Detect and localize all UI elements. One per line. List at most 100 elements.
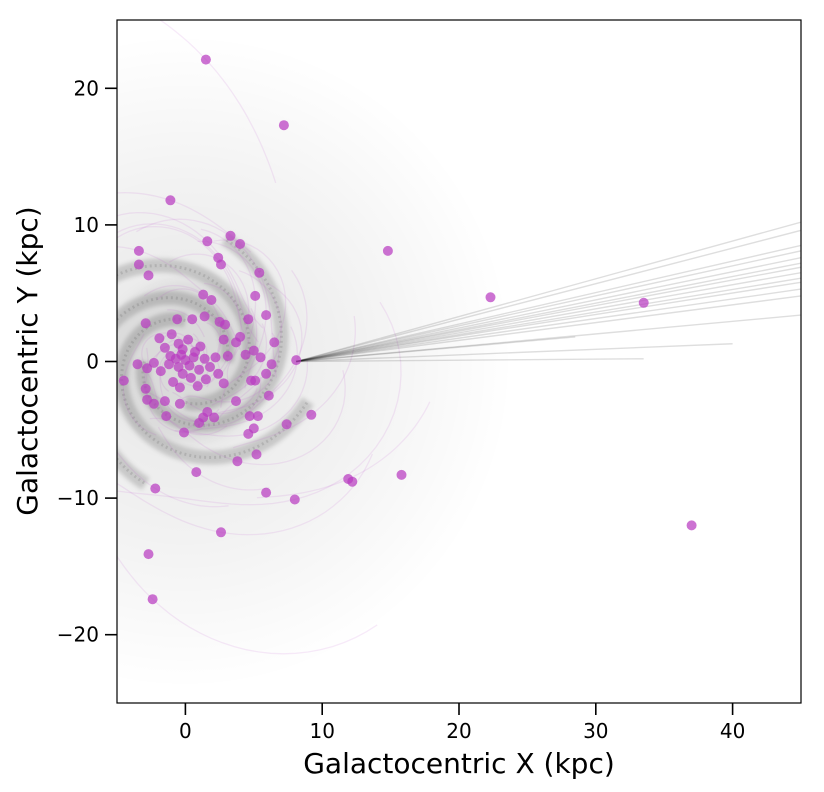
- sun-trail-line: [296, 244, 801, 363]
- x-tick-label: 40: [720, 719, 745, 743]
- data-point: [250, 375, 261, 386]
- data-point: [148, 398, 159, 409]
- y-tick-label: 10: [74, 213, 99, 237]
- y-tick-label: −10: [57, 486, 99, 510]
- sun-trail-line: [296, 314, 801, 363]
- data-point: [199, 311, 210, 322]
- data-point: [195, 341, 206, 352]
- data-point: [184, 360, 195, 371]
- data-point: [143, 270, 154, 281]
- data-point: [213, 368, 224, 379]
- data-point: [222, 351, 233, 361]
- data-point: [252, 411, 263, 422]
- sun-trail-line: [296, 295, 801, 363]
- data-point: [266, 359, 277, 370]
- y-tick-label: 0: [86, 350, 99, 374]
- data-point: [194, 418, 205, 428]
- data-point: [209, 412, 220, 423]
- sun-trail-line: [296, 221, 801, 363]
- data-point: [347, 476, 358, 487]
- sun-trail-line: [296, 256, 801, 363]
- data-point: [199, 353, 210, 364]
- data-point: [244, 411, 255, 422]
- data-point: [198, 289, 209, 300]
- data-point: [192, 381, 203, 392]
- data-point: [251, 449, 262, 460]
- y-axis-label: Galactocentric Y (kpc): [11, 206, 44, 515]
- data-point: [154, 333, 165, 344]
- sun-trail-line: [296, 229, 801, 363]
- data-point: [194, 364, 205, 375]
- data-point: [255, 352, 266, 363]
- galaxy-spiral-arm: [136, 233, 289, 433]
- data-point: [254, 267, 265, 278]
- data-point: [132, 359, 143, 370]
- data-point: [147, 594, 158, 605]
- data-point: [220, 319, 231, 330]
- galaxy-halo: [117, 33, 514, 690]
- data-point: [200, 54, 211, 65]
- sun-trail-line: [296, 262, 801, 363]
- data-point: [225, 230, 236, 241]
- data-point: [155, 366, 166, 377]
- data-point: [206, 295, 217, 305]
- y-tick-label: 20: [74, 76, 99, 100]
- data-point: [231, 337, 241, 348]
- data-point: [306, 409, 317, 420]
- data-point: [200, 374, 211, 385]
- data-point: [261, 310, 272, 321]
- x-tick-label: 0: [179, 719, 192, 743]
- x-axis-label: Galactocentric X (kpc): [303, 747, 615, 780]
- data-point: [686, 520, 697, 531]
- data-point: [179, 427, 189, 438]
- data-point: [133, 245, 144, 256]
- data-point: [250, 290, 261, 301]
- data-point: [243, 428, 254, 439]
- data-point: [142, 363, 153, 374]
- data-point: [159, 396, 170, 407]
- x-tick-label: 30: [583, 719, 608, 743]
- x-tick-label: 20: [446, 719, 471, 743]
- galaxy-spiral-arm-dust: [120, 317, 310, 460]
- sun-trail-line: [296, 250, 801, 363]
- data-point: [289, 494, 300, 505]
- sun-trail-line: [296, 266, 801, 363]
- data-point: [218, 378, 229, 389]
- data-point: [133, 259, 144, 270]
- data-point: [140, 318, 151, 329]
- data-point: [185, 372, 196, 383]
- galaxy-spiral-arm-dust: [141, 237, 283, 427]
- sun-trail-line: [296, 281, 801, 363]
- data-point: [202, 407, 213, 417]
- data-point: [216, 527, 226, 538]
- data-point: [177, 344, 188, 355]
- data-point: [164, 359, 174, 370]
- data-points: [118, 54, 697, 605]
- data-point: [231, 396, 241, 407]
- data-point: [218, 334, 229, 345]
- data-point: [485, 292, 496, 303]
- galaxy-spiral-arm: [117, 312, 314, 465]
- data-point: [278, 120, 289, 131]
- data-point: [235, 239, 246, 249]
- data-point: [165, 195, 176, 206]
- data-point: [396, 469, 407, 480]
- data-point: [172, 314, 183, 325]
- data-point: [174, 398, 185, 409]
- data-point: [638, 297, 649, 308]
- data-point: [281, 419, 292, 430]
- data-point: [140, 383, 151, 394]
- data-point: [191, 467, 202, 478]
- data-point: [216, 259, 226, 270]
- sun-trail-lines: [296, 221, 801, 363]
- data-point: [232, 456, 243, 467]
- data-point: [159, 342, 170, 353]
- data-point: [263, 390, 274, 401]
- data-point: [261, 487, 272, 498]
- data-point: [161, 411, 172, 422]
- data-point: [118, 375, 129, 386]
- data-point: [166, 329, 177, 340]
- data-point: [143, 549, 154, 560]
- sun-trail-line: [296, 336, 576, 363]
